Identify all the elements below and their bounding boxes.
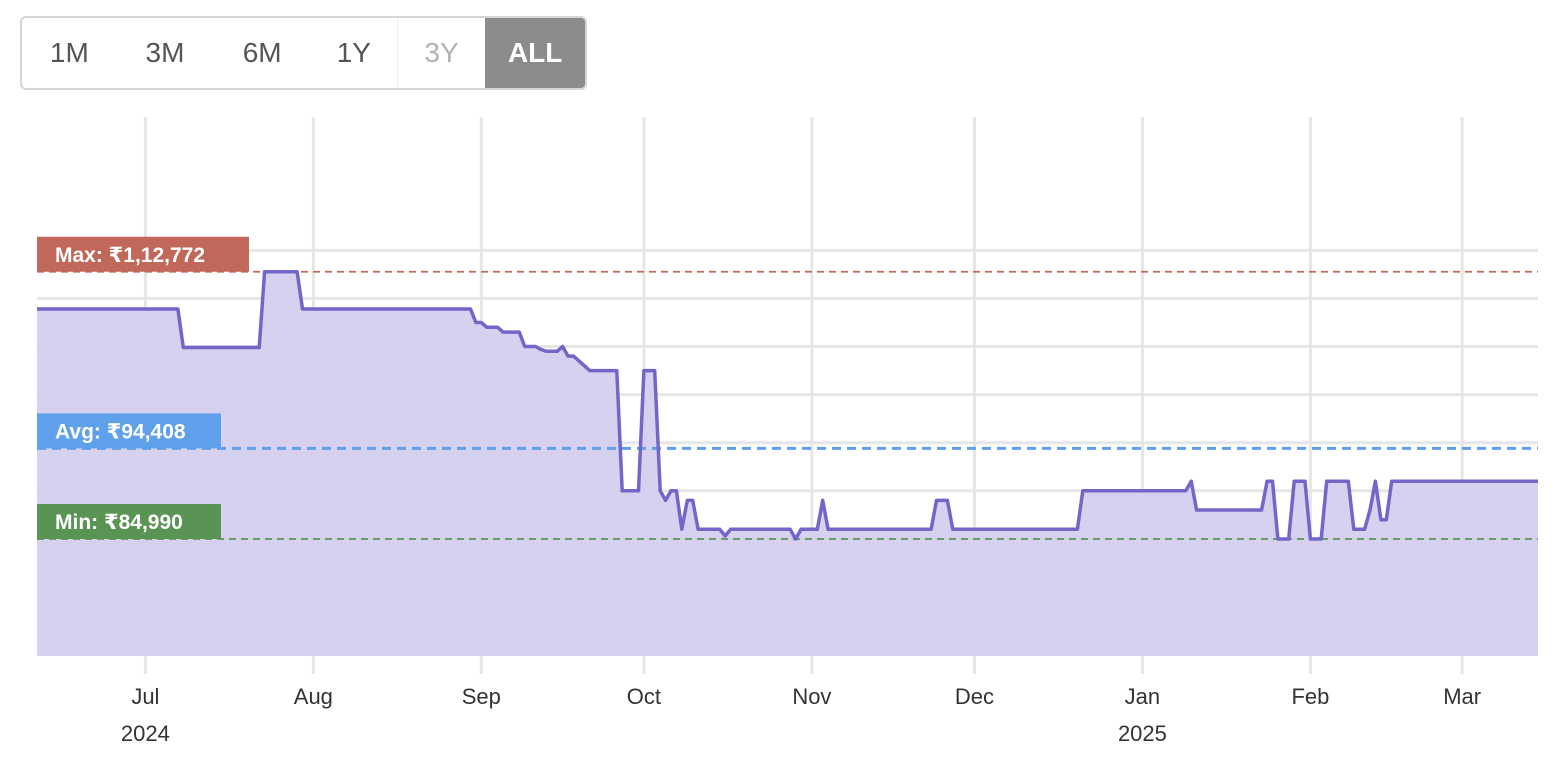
x-year-label: 2025 — [1118, 721, 1167, 746]
x-year-label: 2024 — [121, 721, 170, 746]
x-tick-label: Sep — [462, 684, 501, 709]
max-label: Max: ₹1,12,772 — [55, 244, 205, 267]
avg-label: Avg: ₹94,408 — [55, 420, 186, 443]
price-line — [37, 270, 1538, 541]
range-selector: 1M 3M 6M 1Y 3Y ALL — [20, 16, 587, 90]
x-tick-label: Nov — [792, 684, 831, 709]
avg-label-box — [37, 413, 221, 449]
x-tick-label: Mar — [1443, 684, 1481, 709]
range-button-all[interactable]: ALL — [485, 18, 585, 88]
x-axis: Jul 2024 Aug Sep Oct Nov Dec Jan 2025 Feb Mar — [121, 684, 1481, 746]
range-button-1m[interactable]: 1M — [49, 37, 89, 68]
x-tick-label: Jan — [1125, 684, 1160, 709]
x-tick-label: Jul — [131, 684, 159, 709]
x-tick-label: Dec — [955, 684, 994, 709]
x-tick-label: Aug — [294, 684, 333, 709]
range-button-3y: 3Y — [396, 18, 486, 88]
min-label: Min: ₹84,990 — [55, 511, 183, 534]
range-button-1y[interactable]: 1Y — [336, 37, 371, 68]
range-button-3m[interactable]: 3M — [145, 37, 185, 68]
x-tick-label: Oct — [627, 684, 661, 709]
chart-line-layer — [37, 270, 1538, 541]
chart-area-layer — [37, 271, 1538, 656]
x-tick-label: Feb — [1291, 684, 1329, 709]
price-area — [37, 271, 1538, 656]
min-label-box — [37, 504, 221, 539]
range-button-6m[interactable]: 6M — [242, 37, 282, 68]
max-label-box — [37, 236, 249, 272]
